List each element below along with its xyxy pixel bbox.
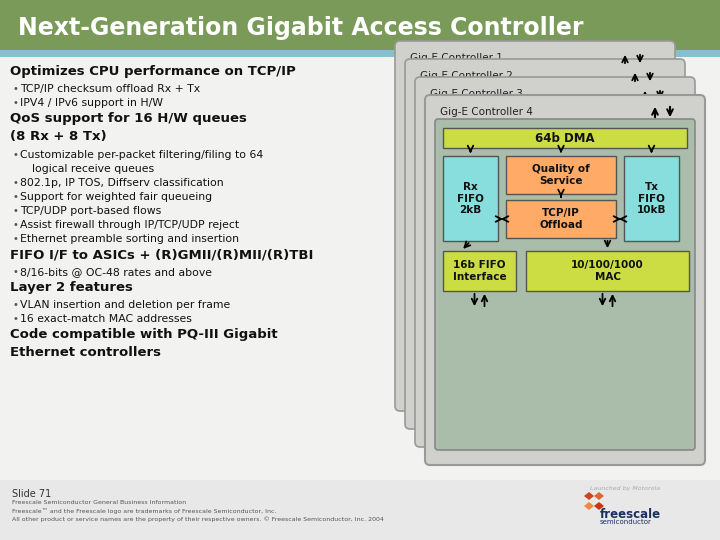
Text: •: • [12,206,18,216]
Text: Quality of
Service: Quality of Service [532,164,590,186]
Text: 64b DMA: 64b DMA [535,132,595,145]
Bar [420,171,450,189]
Text: TCP/IP
Offload: TCP/IP Offload [539,208,582,230]
Polygon shape [594,502,604,510]
Bar [430,189,460,207]
Bar [526,251,689,291]
Bar [0,0,720,50]
Polygon shape [584,492,594,500]
Text: •: • [12,267,18,277]
Text: •: • [12,98,18,108]
Text: freescale: freescale [600,508,661,521]
Text: •: • [12,314,18,324]
Polygon shape [594,492,604,500]
Text: TCP/UDP port-based flows: TCP/UDP port-based flows [20,206,161,216]
Text: logical receive queues: logical receive queues [32,164,154,174]
Text: •: • [12,178,18,188]
Bar [420,86,450,106]
Text: Gig-E Controller 3: Gig-E Controller 3 [430,89,523,99]
Text: Customizable per-packet filtering/filing to 64: Customizable per-packet filtering/filing… [20,150,264,160]
Text: Slide 71: Slide 71 [12,489,51,499]
Bar [443,156,498,241]
Text: FIFO I/F to ASICs + (R)GMII/(R)MII/(R)TBI: FIFO I/F to ASICs + (R)GMII/(R)MII/(R)TB… [10,248,313,261]
Bar [0,480,720,540]
Bar [410,68,440,88]
Text: •: • [12,220,18,230]
Text: VLAN insertion and deletion per frame: VLAN insertion and deletion per frame [20,300,230,310]
Text: Launched by Motorola: Launched by Motorola [590,486,660,491]
Text: QoS support for 16 H/W queues: QoS support for 16 H/W queues [10,112,247,125]
Bar [430,129,460,184]
FancyBboxPatch shape [395,41,675,411]
FancyBboxPatch shape [415,77,695,447]
Text: (8 Rx + 8 Tx): (8 Rx + 8 Tx) [10,130,107,143]
Text: •: • [12,192,18,202]
Bar [430,104,460,124]
Bar [506,156,616,194]
Text: 802.1p, IP TOS, Diffserv classification: 802.1p, IP TOS, Diffserv classification [20,178,224,188]
Text: Assist firewall through IP/TCP/UDP reject: Assist firewall through IP/TCP/UDP rejec… [20,220,239,230]
Text: Ethernet controllers: Ethernet controllers [10,346,161,359]
Text: Code compatible with PQ-III Gigabit: Code compatible with PQ-III Gigabit [10,328,278,341]
Bar [410,153,440,171]
FancyBboxPatch shape [425,95,705,465]
Bar [443,128,687,148]
Text: Layer 2 features: Layer 2 features [10,281,133,294]
Text: Gig-E Controller 2: Gig-E Controller 2 [420,71,513,81]
Text: All other product or service names are the property of their respective owners. : All other product or service names are t… [12,516,384,522]
Text: Rx
FIFO
2kB: Rx FIFO 2kB [457,182,484,215]
Text: semiconductor: semiconductor [600,519,652,525]
Text: Freescale Semiconductor General Business Information: Freescale Semiconductor General Business… [12,500,186,505]
Text: •: • [12,234,18,244]
FancyBboxPatch shape [405,59,685,429]
Bar [420,111,450,166]
Bar [624,156,679,241]
Text: Support for weighted fair queueing: Support for weighted fair queueing [20,192,212,202]
Text: •: • [12,150,18,160]
Text: Gig-E Controller 1: Gig-E Controller 1 [410,53,503,63]
Bar [506,200,616,238]
Text: •: • [12,300,18,310]
Text: Tx
FIFO
10kB: Tx FIFO 10kB [636,182,666,215]
Text: TCP/IP checksum offload Rx + Tx: TCP/IP checksum offload Rx + Tx [20,84,200,94]
Text: 16 exact-match MAC addresses: 16 exact-match MAC addresses [20,314,192,324]
Text: Next-Generation Gigabit Access Controller: Next-Generation Gigabit Access Controlle… [18,16,583,40]
Bar [443,251,516,291]
FancyBboxPatch shape [435,119,695,450]
Text: Ethernet preamble sorting and insertion: Ethernet preamble sorting and insertion [20,234,239,244]
Text: 10/100/1000
MAC: 10/100/1000 MAC [571,260,644,282]
Text: Gig-E Controller 4: Gig-E Controller 4 [440,107,533,117]
Text: 8/16-bits @ OC-48 rates and above: 8/16-bits @ OC-48 rates and above [20,267,212,277]
Polygon shape [584,502,594,510]
Bar [410,93,440,148]
Bar [0,57,720,480]
Text: 16b FIFO
Interface: 16b FIFO Interface [453,260,506,282]
Text: Freescale™ and the Freescale logo are trademarks of Freescale Semiconductor, Inc: Freescale™ and the Freescale logo are tr… [12,508,276,514]
Text: IPV4 / IPv6 support in H/W: IPV4 / IPv6 support in H/W [20,98,163,108]
Bar [0,50,720,57]
Text: Optimizes CPU performance on TCP/IP: Optimizes CPU performance on TCP/IP [10,65,296,78]
Text: •: • [12,84,18,94]
